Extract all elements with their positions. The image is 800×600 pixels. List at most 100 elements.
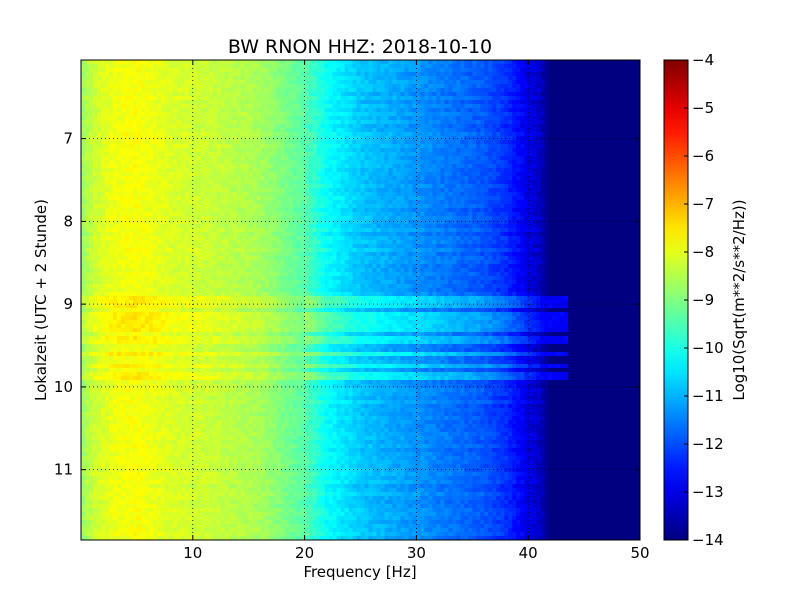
- heatmap-cell: [360, 144, 366, 149]
- heatmap-cell: [292, 152, 298, 157]
- heatmap-cell: [504, 168, 509, 173]
- heatmap-cell: [264, 112, 270, 117]
- heatmap-cell: [328, 188, 334, 193]
- heatmap-cell: [264, 164, 270, 169]
- heatmap-cell: [300, 96, 306, 101]
- heatmap-cell: [384, 132, 390, 137]
- heatmap-cell: [376, 64, 382, 69]
- heatmap-cell: [148, 140, 154, 145]
- heatmap-cell: [524, 180, 529, 185]
- heatmap-cell: [496, 72, 501, 77]
- heatmap-cell: [512, 60, 517, 65]
- heatmap-cell: [424, 168, 429, 173]
- heatmap-cell: [268, 164, 274, 169]
- heatmap-cell: [540, 196, 545, 201]
- heatmap-cell: [464, 128, 469, 133]
- heatmap-cell: [412, 168, 417, 173]
- heatmap-cell: [332, 64, 338, 69]
- heatmap-cell: [424, 144, 429, 149]
- heatmap-cell: [600, 144, 605, 149]
- heatmap-cell: [540, 136, 545, 141]
- heatmap-cell: [528, 104, 533, 109]
- heatmap-cell: [188, 84, 194, 89]
- heatmap-cell: [232, 128, 238, 133]
- heatmap-cell: [268, 84, 274, 89]
- heatmap-cell: [616, 124, 621, 129]
- heatmap-cell: [540, 88, 545, 93]
- heatmap-cell: [216, 188, 222, 193]
- heatmap-cell: [296, 116, 302, 121]
- heatmap-cell: [352, 124, 358, 129]
- heatmap-cell: [612, 176, 617, 181]
- heatmap-cell: [612, 168, 617, 173]
- heatmap-cell: [568, 196, 573, 201]
- heatmap-cell: [384, 60, 390, 65]
- heatmap-cell: [208, 152, 214, 157]
- heatmap-cell: [84, 164, 90, 169]
- heatmap-cell: [328, 64, 334, 69]
- heatmap-cell: [508, 92, 513, 97]
- heatmap-cell: [248, 176, 254, 181]
- heatmap-cell: [312, 128, 318, 133]
- heatmap-cell: [184, 76, 190, 81]
- heatmap-cell: [520, 60, 525, 65]
- heatmap-cell: [484, 80, 489, 85]
- heatmap-cell: [81, 164, 86, 169]
- heatmap-cell: [392, 64, 398, 69]
- heatmap-cell: [164, 108, 170, 113]
- heatmap-cell: [356, 92, 362, 97]
- heatmap-cell: [512, 144, 517, 149]
- heatmap-cell: [124, 196, 130, 201]
- heatmap-cell: [412, 188, 417, 193]
- heatmap-cell: [444, 120, 449, 125]
- heatmap-cell: [572, 64, 577, 69]
- heatmap-cell: [172, 128, 178, 133]
- heatmap-cell: [424, 176, 429, 181]
- heatmap-cell: [284, 100, 290, 105]
- heatmap-cell: [612, 196, 617, 201]
- heatmap-cell: [524, 108, 529, 113]
- heatmap-cell: [252, 136, 258, 141]
- heatmap-cell: [112, 136, 118, 141]
- heatmap-cell: [588, 60, 593, 65]
- heatmap-cell: [100, 188, 106, 193]
- heatmap-cell: [272, 164, 278, 169]
- heatmap-cell: [236, 92, 242, 97]
- heatmap-cell: [192, 64, 198, 69]
- heatmap-cell: [476, 152, 481, 157]
- heatmap-cell: [572, 72, 577, 77]
- heatmap-cell: [116, 188, 122, 193]
- heatmap-cell: [628, 72, 633, 77]
- heatmap-cell: [88, 84, 94, 89]
- heatmap-cell: [168, 176, 174, 181]
- heatmap-cell: [372, 112, 378, 117]
- heatmap-cell: [240, 124, 246, 129]
- heatmap-cell: [528, 96, 533, 101]
- heatmap-cell: [584, 172, 589, 177]
- heatmap-cell: [460, 140, 465, 145]
- heatmap-cell: [144, 192, 150, 197]
- heatmap-cell: [556, 132, 561, 137]
- heatmap-cell: [400, 184, 406, 189]
- heatmap-cell: [228, 188, 234, 193]
- heatmap-cell: [488, 144, 493, 149]
- heatmap-cell: [124, 144, 130, 149]
- heatmap-cell: [244, 132, 250, 137]
- heatmap-cell: [600, 64, 605, 69]
- heatmap-cell: [564, 116, 569, 121]
- heatmap-cell: [388, 140, 394, 145]
- heatmap-cell: [128, 60, 134, 65]
- heatmap-cell: [484, 176, 489, 181]
- heatmap-cell: [464, 92, 469, 97]
- heatmap-cell: [384, 168, 390, 173]
- heatmap-cell: [588, 184, 593, 189]
- heatmap-cell: [148, 96, 154, 101]
- heatmap-cell: [396, 156, 402, 161]
- heatmap-cell: [256, 172, 262, 177]
- heatmap-cell: [628, 168, 633, 173]
- heatmap-cell: [380, 140, 386, 145]
- heatmap-cell: [300, 144, 306, 149]
- heatmap-cell: [456, 184, 461, 189]
- heatmap-cell: [608, 192, 613, 197]
- heatmap-cell: [456, 164, 461, 169]
